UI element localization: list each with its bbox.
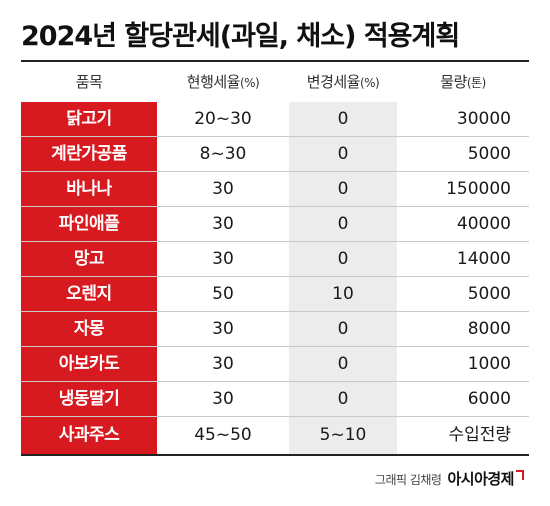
header-volume: 물량(톤) <box>397 62 529 102</box>
table-row: 계란가공품 8~30 0 5000 <box>21 137 529 172</box>
header-current-unit: (%) <box>239 76 260 90</box>
table-row: 자몽 30 0 8000 <box>21 312 529 347</box>
credit-line: 그래픽 김채령 아시아경제 <box>375 468 524 489</box>
row-divider <box>21 311 529 312</box>
table-row: 파인애플 30 0 40000 <box>21 207 529 242</box>
brand-mark-icon <box>516 470 524 480</box>
row-changed-rate: 0 <box>337 354 349 374</box>
row-current-rate: 50 <box>212 284 234 304</box>
row-changed-rate: 10 <box>332 284 354 304</box>
row-item-name: 계란가공품 <box>21 137 157 171</box>
row-changed-rate: 0 <box>337 319 349 339</box>
row-volume: 5000 <box>467 144 511 164</box>
row-divider <box>21 276 529 277</box>
row-current-rate: 20~30 <box>194 109 252 129</box>
header-changed-label: 변경세율 <box>306 73 361 91</box>
brand-logo: 아시아경제 <box>447 470 514 488</box>
row-volume: 40000 <box>456 214 511 234</box>
row-current-rate: 30 <box>212 214 234 234</box>
row-item-name: 닭고기 <box>21 102 157 136</box>
graphic-credit: 그래픽 김채령 <box>374 473 442 487</box>
table-row: 닭고기 20~30 0 30000 <box>21 102 529 137</box>
row-volume: 8000 <box>467 319 511 339</box>
table-row: 아보카도 30 0 1000 <box>21 347 529 382</box>
header-changed-rate: 변경세율(%) <box>289 62 397 102</box>
row-volume: 5000 <box>467 284 511 304</box>
table-row: 사과주스 45~50 5~10 수입전량 <box>21 417 529 454</box>
row-changed-rate: 0 <box>337 179 349 199</box>
table-row: 바나나 30 0 150000 <box>21 172 529 207</box>
row-item-name: 바나나 <box>21 172 157 206</box>
changed-rate-column-shade <box>289 102 397 454</box>
row-item-name: 오렌지 <box>21 277 157 311</box>
row-item-name: 사과주스 <box>21 417 157 454</box>
row-changed-rate: 0 <box>337 109 349 129</box>
row-divider <box>21 416 529 417</box>
row-divider <box>21 206 529 207</box>
row-volume: 30000 <box>456 109 511 129</box>
header-current-label: 현행세율 <box>186 73 241 91</box>
header-volume-unit: (톤) <box>466 76 486 90</box>
row-current-rate: 8~30 <box>199 144 247 164</box>
header-item: 품목 <box>21 62 157 102</box>
row-changed-rate: 0 <box>337 144 349 164</box>
header-volume-label: 물량 <box>440 73 467 91</box>
row-divider <box>21 241 529 242</box>
row-current-rate: 30 <box>212 389 234 409</box>
page-title: 2024년 할당관세(과일, 채소) 적용계획 <box>21 21 460 52</box>
row-volume: 1000 <box>467 354 511 374</box>
row-changed-rate: 0 <box>337 389 349 409</box>
row-current-rate: 30 <box>212 354 234 374</box>
header-changed-unit: (%) <box>359 76 380 90</box>
table-row: 냉동딸기 30 0 6000 <box>21 382 529 417</box>
row-divider <box>21 381 529 382</box>
row-volume: 150000 <box>446 179 511 199</box>
table-bottom-rule <box>21 454 529 456</box>
row-current-rate: 45~50 <box>194 425 252 445</box>
row-current-rate: 30 <box>212 179 234 199</box>
row-changed-rate: 0 <box>337 214 349 234</box>
row-item-name: 아보카도 <box>21 347 157 381</box>
row-item-name: 자몽 <box>21 312 157 346</box>
row-divider <box>21 171 529 172</box>
row-divider <box>21 346 529 347</box>
header-top-rule <box>21 60 529 62</box>
table-header: 품목 현행세율(%) 변경세율(%) 물량(톤) <box>21 62 529 102</box>
header-current-rate: 현행세율(%) <box>157 62 289 102</box>
row-volume: 6000 <box>467 389 511 409</box>
row-changed-rate: 5~10 <box>319 425 367 445</box>
row-item-name: 망고 <box>21 242 157 276</box>
table-row: 오렌지 50 10 5000 <box>21 277 529 312</box>
row-divider <box>21 136 529 137</box>
row-volume: 수입전량 <box>448 425 511 445</box>
row-changed-rate: 0 <box>337 249 349 269</box>
header-item-label: 품목 <box>75 73 103 91</box>
row-item-name: 냉동딸기 <box>21 382 157 416</box>
row-current-rate: 30 <box>212 249 234 269</box>
row-item-name: 파인애플 <box>21 207 157 241</box>
row-current-rate: 30 <box>212 319 234 339</box>
table-row: 망고 30 0 14000 <box>21 242 529 277</box>
row-volume: 14000 <box>456 249 511 269</box>
